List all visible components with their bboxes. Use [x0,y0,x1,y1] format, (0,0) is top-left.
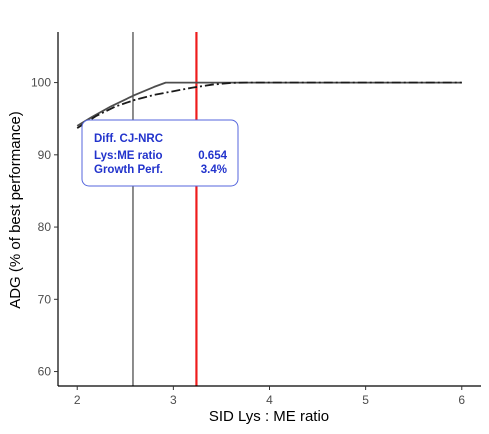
x-tick-label: 6 [458,393,465,407]
annotation-row-value: 3.4% [201,164,227,176]
x-axis-title: SID Lys : ME ratio [209,408,329,425]
series-line-dashdot [76,81,462,129]
x-tick-label: 5 [362,393,369,407]
y-tick-label: 80 [38,220,52,234]
annotation-row-value: 0.654 [198,150,227,162]
annotation-title: Diff. CJ-NRC [94,133,163,145]
x-tick-label: 2 [74,393,81,407]
y-tick-label: 60 [38,365,52,379]
ticks: 2 3 4 5 6 60 70 80 90 100 [31,76,465,407]
annotation-row-label: Growth Perf. [94,164,163,176]
plot-area [76,32,462,386]
x-tick-label: 4 [266,393,273,407]
y-tick-label: 90 [38,148,52,162]
y-tick-label: 70 [38,292,52,306]
annotation-frame [81,119,239,187]
y-axis-title: ADG (% of best performance) [7,111,24,309]
x-tick-label: 3 [170,393,177,407]
y-tick-label: 100 [31,76,51,90]
annotation-box: Diff. CJ-NRC Lys:ME ratio 0.654 Growth P… [81,119,239,187]
series-line-solid [76,81,462,127]
axes [57,32,481,387]
annotation-row-label: Lys:ME ratio [94,150,163,162]
